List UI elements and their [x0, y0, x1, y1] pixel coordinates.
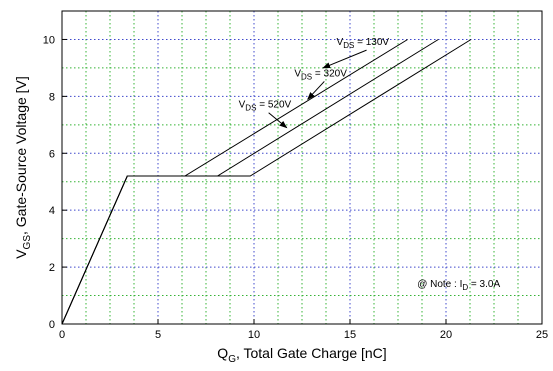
x-tick-label: 20 [440, 329, 452, 341]
series-label-1: VDS = 130V [337, 37, 390, 50]
y-tick-label: 6 [49, 148, 55, 160]
x-axis-label: QG, Total Gate Charge [nC] [217, 345, 386, 365]
y-axis-label-rest: , Gate-Source Voltage [V] [13, 76, 29, 235]
x-tick-label: 10 [248, 329, 260, 341]
note-sub: D [462, 283, 468, 292]
grid [62, 11, 542, 324]
x-tick-label: 25 [536, 329, 548, 341]
note-annotation: @ Note : ID = 3.0A [417, 279, 500, 292]
y-tick-label: 4 [49, 205, 55, 217]
series-label-2: VDS = 320V [294, 68, 347, 81]
x-tick-label: 15 [344, 329, 356, 341]
y-axis-label: VGS, Gate-Source Voltage [V] [13, 76, 33, 259]
note-suffix: = 3.0A [468, 279, 500, 290]
y-tick-label: 8 [49, 91, 55, 103]
y-tick-label: 10 [43, 34, 55, 46]
y-tick-label: 0 [49, 319, 55, 331]
note-prefix: @ Note : I [417, 279, 462, 290]
series-line-3 [61, 39, 472, 325]
series-label-3: VDS = 520V [239, 100, 292, 113]
series-labels: VDS = 130V VDS = 320V VDS = 520V [239, 37, 390, 129]
x-tick-label: 5 [155, 329, 161, 341]
series-label-arrow-3 [268, 112, 288, 129]
x-axis-label-rest: , Total Gate Charge [nC] [236, 345, 387, 361]
series-lines [61, 39, 472, 325]
x-axis-label-main: Q [217, 345, 228, 361]
x-axis-label-sub: G [228, 354, 236, 365]
y-tick-label: 2 [49, 262, 55, 274]
plot-frame [61, 10, 543, 325]
y-axis-label-main: V [13, 249, 29, 259]
series-label-arrow-2 [307, 81, 325, 100]
x-tick-label: 0 [59, 329, 65, 341]
series-label-arrow-1 [322, 49, 367, 69]
y-axis-label-sub: GS [22, 235, 33, 250]
axis-ticks: 0 5 10 15 20 25 0 2 4 6 8 10 [43, 34, 548, 341]
